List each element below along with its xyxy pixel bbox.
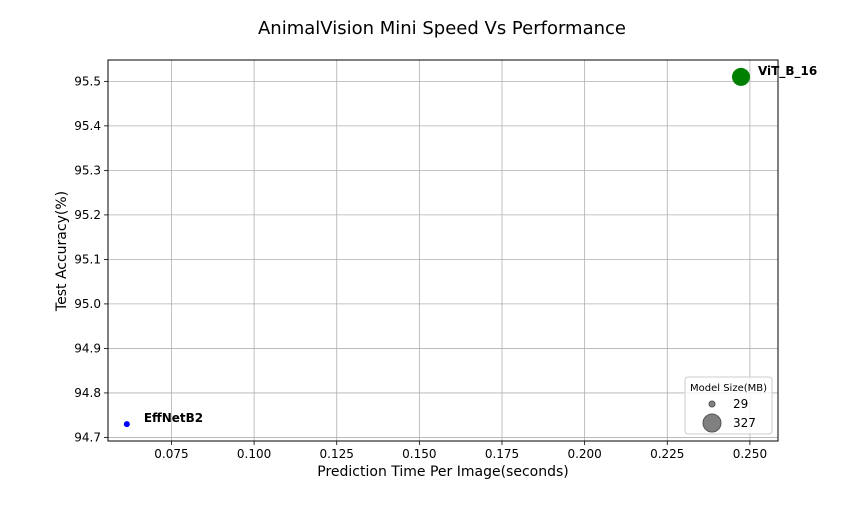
x-tick-label: 0.075: [154, 447, 188, 461]
data-points: EffNetB2 ViT_B_16: [123, 64, 817, 428]
y-tick-label: 95.4: [74, 119, 101, 133]
x-tick-label: 0.225: [650, 447, 684, 461]
x-tick-label: 0.175: [485, 447, 519, 461]
legend: Model Size(MB) 29 327: [684, 376, 773, 435]
y-tick-label: 95.2: [74, 208, 101, 222]
x-tick-label: 0.250: [733, 447, 767, 461]
data-point: [123, 421, 130, 428]
y-tick-label: 94.7: [74, 430, 101, 444]
grid-lines: [108, 60, 778, 441]
y-tick-label: 94.9: [74, 341, 101, 355]
legend-title: Model Size(MB): [690, 383, 767, 394]
chart-title: AnimalVision Mini Speed Vs Performance: [258, 18, 626, 39]
plot-frame: [107, 59, 779, 442]
point-label: ViT_B_16: [758, 64, 817, 79]
axis-ticks: 0.075 0.100 0.125 0.150 0.175 0.200 0.225 0.250…: [74, 74, 767, 461]
x-tick-label: 0.125: [320, 447, 354, 461]
y-tick-label: 94.8: [74, 386, 101, 400]
x-axis-label: Prediction Time Per Image(seconds): [317, 464, 568, 480]
data-point: [731, 67, 750, 86]
y-tick-label: 95.1: [74, 252, 101, 266]
legend-marker-large: [702, 413, 722, 433]
x-tick-label: 0.150: [402, 447, 436, 461]
point-label: EffNetB2: [144, 411, 203, 425]
legend-entry-small: 29: [733, 397, 748, 411]
y-tick-label: 95.0: [74, 297, 101, 311]
legend-entry-large: 327: [733, 416, 756, 430]
y-axis-label: Test Accuracy(%): [54, 191, 70, 312]
x-tick-label: 0.200: [567, 447, 601, 461]
y-tick-label: 95.5: [74, 74, 101, 88]
x-tick-label: 0.100: [237, 447, 271, 461]
legend-marker-small: [708, 400, 716, 408]
y-tick-label: 95.3: [74, 163, 101, 177]
